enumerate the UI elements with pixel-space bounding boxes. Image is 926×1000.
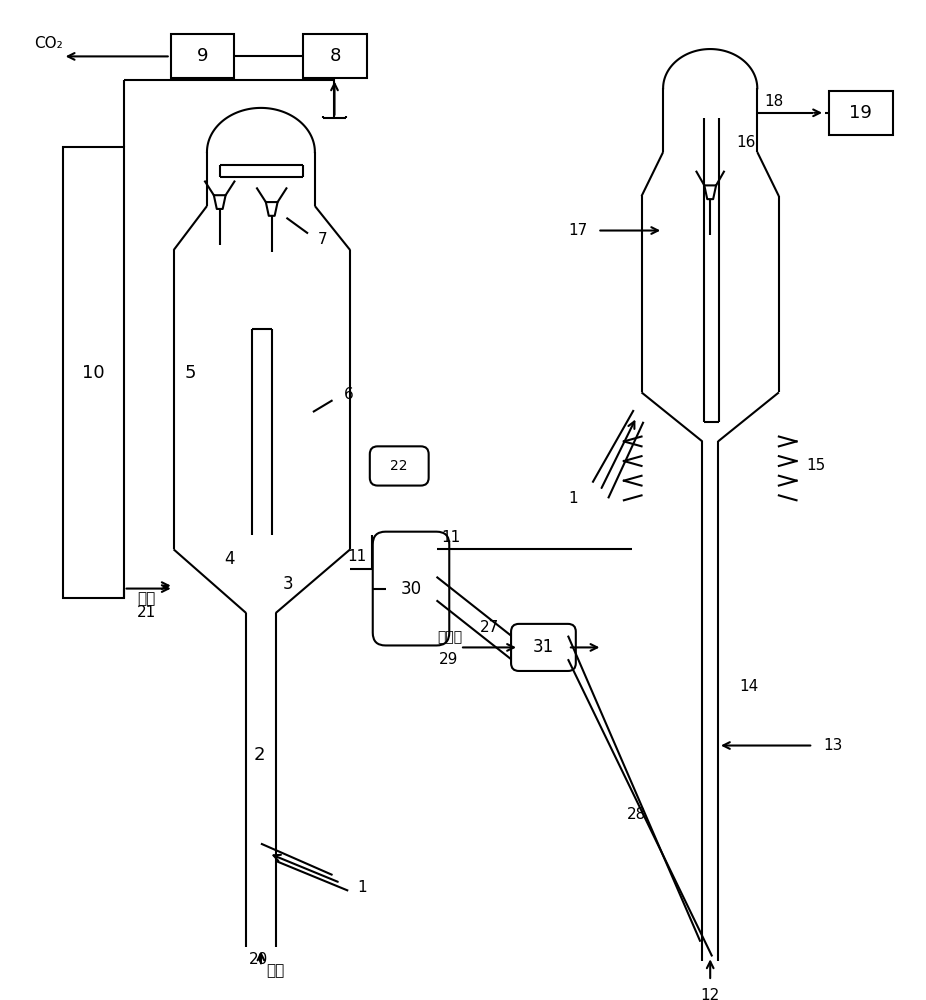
- Text: 27: 27: [480, 620, 499, 635]
- Text: 15: 15: [807, 458, 826, 473]
- Text: 31: 31: [532, 638, 554, 656]
- Text: 氧气: 氧气: [137, 591, 156, 606]
- Text: 11: 11: [442, 530, 460, 545]
- Text: 8: 8: [330, 47, 341, 65]
- Text: 16: 16: [737, 135, 756, 150]
- Bar: [303, 34, 367, 78]
- Text: 20: 20: [249, 952, 269, 967]
- Text: 2: 2: [253, 746, 265, 764]
- Text: 29: 29: [439, 652, 458, 667]
- Text: 1: 1: [569, 491, 578, 506]
- Text: 1: 1: [357, 880, 367, 895]
- FancyBboxPatch shape: [373, 532, 449, 645]
- FancyBboxPatch shape: [369, 446, 429, 486]
- Text: 3: 3: [283, 575, 294, 593]
- Text: CO₂: CO₂: [33, 36, 62, 51]
- Text: 18: 18: [764, 94, 783, 109]
- Text: 水蒸汽: 水蒸汽: [438, 631, 463, 645]
- Bar: [829, 91, 893, 135]
- Text: 氧气: 氧气: [266, 964, 284, 979]
- Text: 17: 17: [569, 223, 588, 238]
- Bar: [170, 34, 234, 78]
- Text: 13: 13: [823, 738, 843, 753]
- Text: 12: 12: [701, 988, 720, 1000]
- Text: 10: 10: [81, 364, 105, 382]
- Text: 4: 4: [224, 550, 235, 568]
- Text: 5: 5: [184, 364, 196, 382]
- Text: 9: 9: [197, 47, 208, 65]
- Text: 22: 22: [391, 459, 408, 473]
- Text: 14: 14: [740, 679, 759, 694]
- Text: 21: 21: [136, 605, 156, 620]
- Text: 19: 19: [849, 104, 872, 122]
- Bar: [63, 147, 123, 598]
- FancyBboxPatch shape: [511, 624, 576, 671]
- Text: 11: 11: [347, 549, 367, 564]
- Text: 30: 30: [400, 580, 421, 598]
- Text: 6: 6: [344, 387, 354, 402]
- Text: 7: 7: [318, 232, 328, 247]
- Text: 28: 28: [627, 807, 646, 822]
